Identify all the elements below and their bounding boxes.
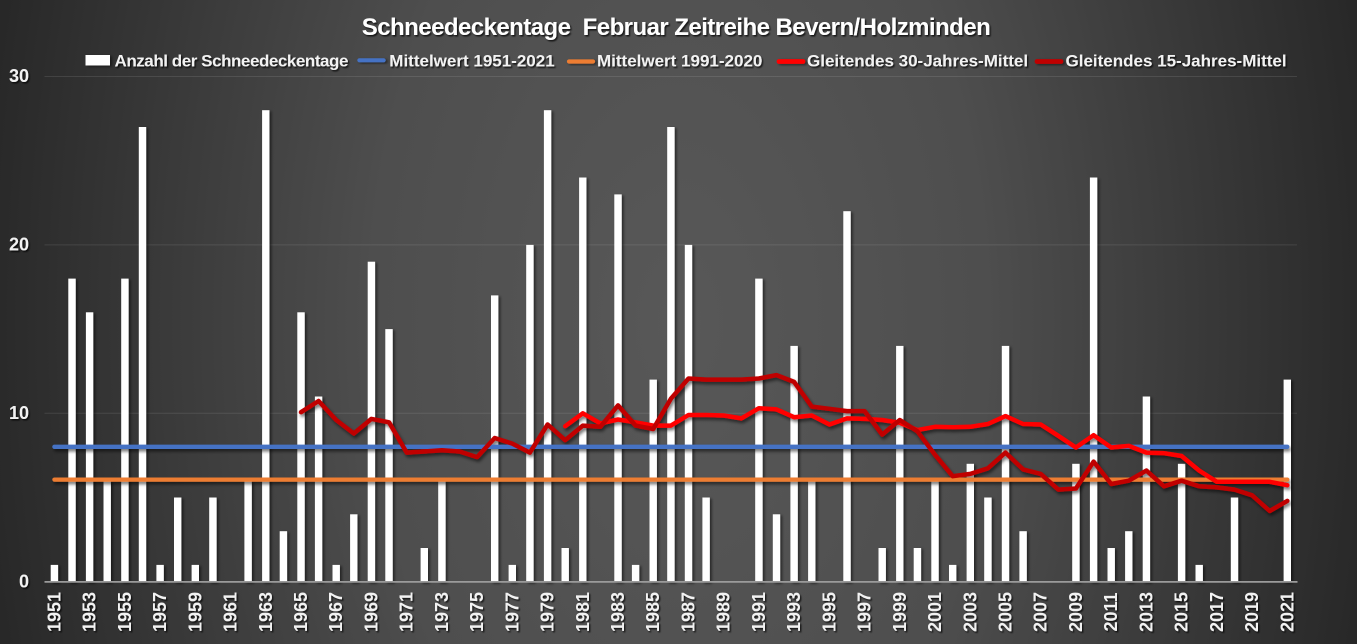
svg-text:1951: 1951 [44, 592, 64, 632]
svg-text:2009: 2009 [1066, 592, 1086, 632]
svg-text:2017: 2017 [1207, 592, 1227, 632]
svg-text:10: 10 [9, 403, 29, 423]
svg-text:1967: 1967 [326, 592, 346, 632]
svg-text:2001: 2001 [925, 592, 945, 632]
svg-text:2005: 2005 [996, 592, 1016, 632]
svg-text:1997: 1997 [855, 592, 875, 632]
svg-text:Mittelwert 1951-2021: Mittelwert 1951-2021 [389, 52, 554, 71]
svg-text:2007: 2007 [1031, 592, 1051, 632]
svg-text:1977: 1977 [502, 592, 522, 632]
svg-text:2019: 2019 [1242, 592, 1262, 632]
svg-text:1973: 1973 [432, 592, 452, 632]
svg-text:1957: 1957 [150, 592, 170, 632]
svg-text:Gleitendes 15-Jahres-Mittel: Gleitendes 15-Jahres-Mittel [1066, 52, 1287, 71]
svg-text:1981: 1981 [573, 592, 593, 632]
svg-text:1955: 1955 [115, 592, 135, 632]
svg-text:1963: 1963 [256, 592, 276, 632]
svg-text:2013: 2013 [1136, 592, 1156, 632]
svg-text:1983: 1983 [608, 592, 628, 632]
svg-text:Anzahl der Schneedeckentage: Anzahl der Schneedeckentage [115, 52, 349, 71]
svg-text:2011: 2011 [1101, 592, 1121, 631]
svg-text:1965: 1965 [291, 592, 311, 632]
svg-text:1971: 1971 [397, 592, 417, 632]
svg-text:1985: 1985 [643, 592, 663, 632]
svg-text:1989: 1989 [714, 592, 734, 632]
svg-text:0: 0 [19, 572, 29, 592]
svg-text:Gleitendes 30-Jahres-Mittel: Gleitendes 30-Jahres-Mittel [807, 52, 1028, 71]
svg-text:1995: 1995 [819, 592, 839, 632]
svg-text:1987: 1987 [679, 592, 699, 632]
svg-text:1969: 1969 [361, 592, 381, 632]
svg-text:1979: 1979 [538, 592, 558, 632]
svg-text:1953: 1953 [80, 592, 100, 632]
svg-text:1975: 1975 [467, 592, 487, 632]
svg-text:1991: 1991 [749, 592, 769, 632]
svg-text:1961: 1961 [221, 592, 241, 632]
svg-text:1993: 1993 [784, 592, 804, 632]
svg-text:2003: 2003 [960, 592, 980, 632]
svg-text:Mittelwert 1991-2020: Mittelwert 1991-2020 [597, 52, 762, 71]
svg-text:2021: 2021 [1277, 592, 1297, 632]
svg-text:2015: 2015 [1172, 592, 1192, 632]
svg-text:30: 30 [9, 66, 29, 86]
svg-text:1999: 1999 [890, 592, 910, 632]
svg-text:Schneedeckentage Februar Zeit: Schneedeckentage Februar Zeitreihe Bever… [362, 14, 990, 41]
svg-text:1959: 1959 [185, 592, 205, 632]
svg-text:20: 20 [9, 235, 29, 255]
